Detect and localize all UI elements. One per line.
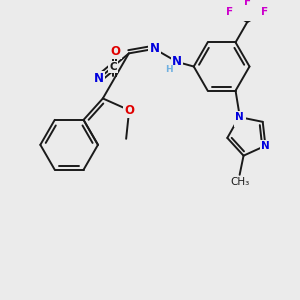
Text: C: C [109, 62, 117, 72]
Text: H: H [165, 65, 172, 74]
Text: N: N [172, 56, 182, 68]
Text: N: N [94, 72, 104, 85]
Text: N: N [261, 141, 270, 151]
Text: N: N [235, 112, 244, 122]
Text: O: O [124, 104, 134, 117]
Text: O: O [111, 44, 121, 58]
Text: F: F [226, 7, 233, 17]
Text: F: F [244, 0, 251, 7]
Text: F: F [261, 7, 268, 17]
Text: N: N [235, 113, 245, 126]
Text: N: N [149, 42, 160, 56]
Text: CH₃: CH₃ [230, 177, 249, 187]
